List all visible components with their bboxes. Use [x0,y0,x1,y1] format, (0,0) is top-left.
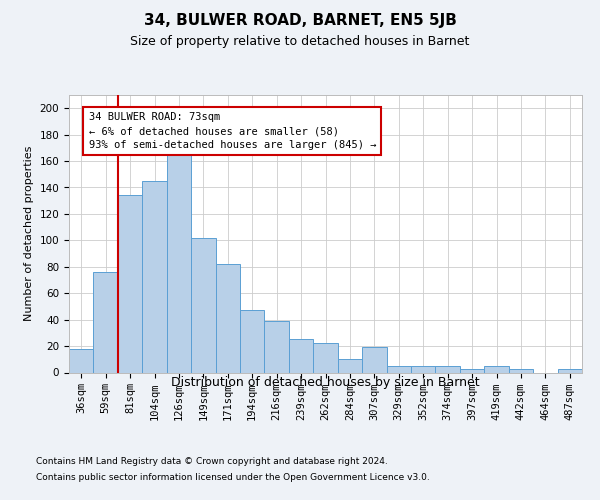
Bar [94,272,118,372]
Bar [142,181,167,372]
Bar [313,344,338,372]
Bar [118,196,142,372]
Bar [386,366,411,372]
Text: Size of property relative to detached houses in Barnet: Size of property relative to detached ho… [130,35,470,48]
Bar [215,264,240,372]
Bar [509,368,533,372]
Text: 34 BULWER ROAD: 73sqm
← 6% of detached houses are smaller (58)
93% of semi-detac: 34 BULWER ROAD: 73sqm ← 6% of detached h… [89,112,376,150]
Bar [362,348,386,372]
Bar [167,154,191,372]
Text: 34, BULWER ROAD, BARNET, EN5 5JB: 34, BULWER ROAD, BARNET, EN5 5JB [143,12,457,28]
Bar [460,368,484,372]
Y-axis label: Number of detached properties: Number of detached properties [24,146,34,322]
Bar [191,238,215,372]
Bar [240,310,265,372]
Text: Distribution of detached houses by size in Barnet: Distribution of detached houses by size … [172,376,480,389]
Bar [557,368,582,372]
Bar [484,366,509,372]
Bar [69,348,94,372]
Text: Contains public sector information licensed under the Open Government Licence v3: Contains public sector information licen… [36,472,430,482]
Text: Contains HM Land Registry data © Crown copyright and database right 2024.: Contains HM Land Registry data © Crown c… [36,458,388,466]
Bar [436,366,460,372]
Bar [411,366,436,372]
Bar [289,340,313,372]
Bar [338,360,362,372]
Bar [265,321,289,372]
